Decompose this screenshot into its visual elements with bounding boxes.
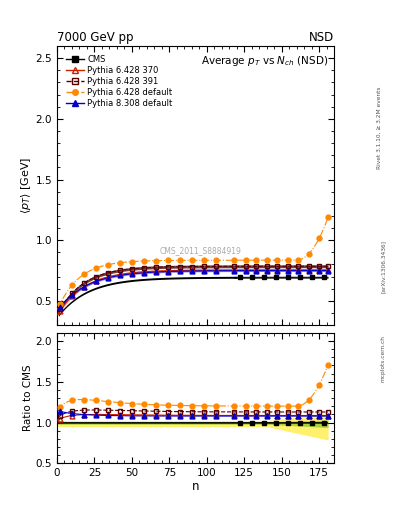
Text: Rivet 3.1.10, ≥ 3.2M events: Rivet 3.1.10, ≥ 3.2M events <box>377 87 382 169</box>
Text: mcplots.cern.ch: mcplots.cern.ch <box>381 335 386 382</box>
Text: Average $p_T$ vs $N_{ch}$ (NSD): Average $p_T$ vs $N_{ch}$ (NSD) <box>201 54 329 69</box>
X-axis label: n: n <box>192 480 199 493</box>
Y-axis label: $\langle p_T \rangle$ [GeV]: $\langle p_T \rangle$ [GeV] <box>19 157 33 214</box>
Legend: CMS, Pythia 6.428 370, Pythia 6.428 391, Pythia 6.428 default, Pythia 8.308 defa: CMS, Pythia 6.428 370, Pythia 6.428 391,… <box>64 53 174 110</box>
Text: [arXiv:1306.3436]: [arXiv:1306.3436] <box>381 240 386 293</box>
Text: 7000 GeV pp: 7000 GeV pp <box>57 31 134 44</box>
Y-axis label: Ratio to CMS: Ratio to CMS <box>23 365 33 432</box>
Text: CMS_2011_S8884919: CMS_2011_S8884919 <box>160 246 242 255</box>
Text: NSD: NSD <box>309 31 334 44</box>
